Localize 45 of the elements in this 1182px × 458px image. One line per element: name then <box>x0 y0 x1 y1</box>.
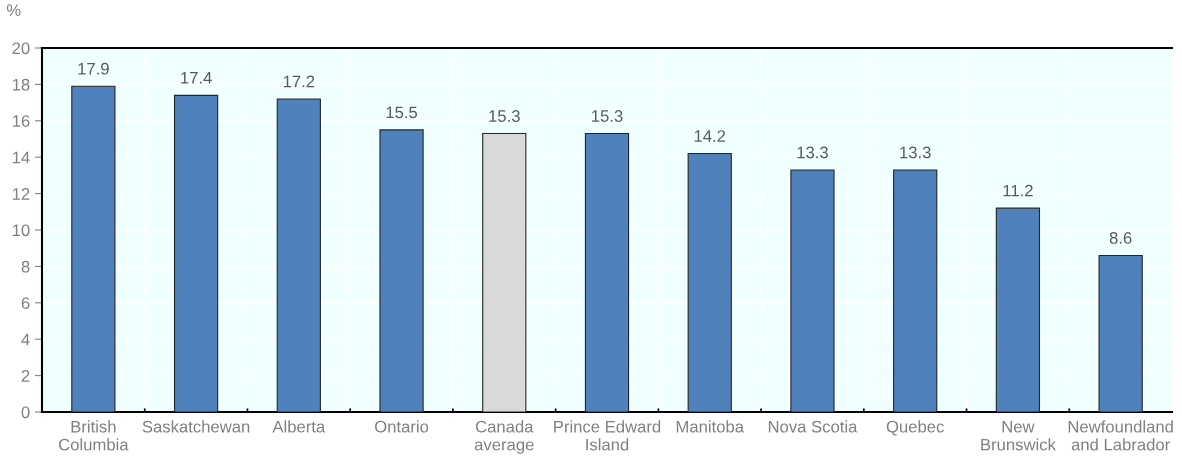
bar <box>584 132 630 412</box>
x-tick-label: Manitoba <box>676 420 745 433</box>
bar <box>173 94 219 412</box>
y-tick-label: 2 <box>21 370 30 382</box>
y-axis-title: % <box>6 4 21 17</box>
x-tick-label: British Columbia <box>59 420 129 451</box>
y-tick-label: 4 <box>21 333 30 346</box>
bar <box>995 207 1041 412</box>
x-tick-label: Prince Edward Island <box>554 420 661 451</box>
data-label: 11.2 <box>1003 184 1033 197</box>
bar <box>71 85 116 412</box>
y-tick-label: 10 <box>12 224 30 237</box>
bar <box>893 169 938 412</box>
data-label: 13.3 <box>900 146 931 159</box>
data-label: 17.2 <box>283 75 315 88</box>
y-tick-label: 6 <box>21 297 30 309</box>
data-label: 15.5 <box>386 106 418 119</box>
x-tick-label: Canada average <box>474 420 534 454</box>
x-tick-label: Saskatchewan <box>142 420 250 433</box>
bar <box>379 129 424 412</box>
y-tick-label: 16 <box>12 115 30 127</box>
bar <box>1098 254 1143 412</box>
bar <box>687 153 732 412</box>
data-label: 14.2 <box>694 130 726 142</box>
data-label: 13.3 <box>797 146 828 159</box>
y-tick-label: 14 <box>12 151 30 164</box>
y-tick-label: 12 <box>12 188 30 200</box>
x-tick-label: New Brunswick <box>981 420 1056 451</box>
x-tick-label: Alberta <box>272 420 326 433</box>
bar <box>482 132 527 412</box>
bar <box>790 169 835 412</box>
x-tick-label: Quebec <box>886 420 944 436</box>
x-tick-label: Newfoundland and Labrador <box>1068 420 1173 451</box>
y-tick-label: 18 <box>12 78 30 91</box>
data-label: 8.6 <box>1109 232 1132 244</box>
data-label: 17.9 <box>78 62 109 75</box>
x-tick-label: Ontario <box>375 420 429 433</box>
data-label: 15.3 <box>592 110 623 122</box>
data-label: 17.4 <box>181 72 212 84</box>
y-tick-label: 20 <box>12 42 30 55</box>
data-label: 15.3 <box>489 110 520 122</box>
y-tick-label: 8 <box>21 260 30 273</box>
bar <box>276 98 321 412</box>
x-tick-label: Nova Scotia <box>768 420 858 433</box>
y-tick-label: 0 <box>21 406 30 419</box>
